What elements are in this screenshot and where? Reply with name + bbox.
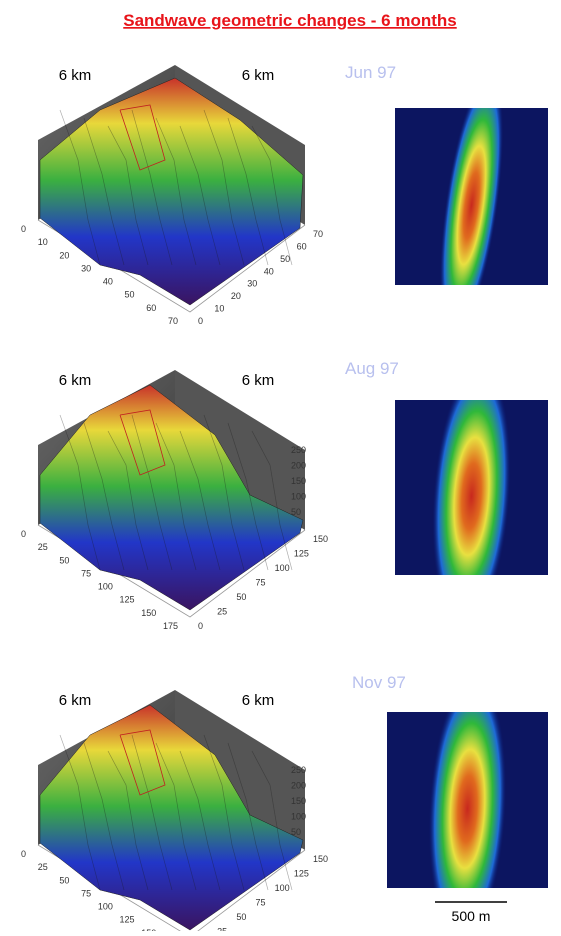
y-tick-label: 125 — [294, 549, 309, 559]
x-tick-label: 10 — [38, 237, 48, 247]
month-label: Nov 97 — [352, 673, 406, 692]
y-tick-label: 150 — [313, 854, 328, 864]
axis-label: 6 km — [242, 692, 275, 709]
z-tick-label: 250 — [291, 445, 306, 455]
x-tick-label: 50 — [59, 875, 69, 885]
y-tick-label: 0 — [198, 316, 203, 326]
x-tick-label: 0 — [21, 529, 26, 539]
axis-label: 6 km — [59, 372, 92, 389]
axis-label: 6 km — [242, 67, 275, 84]
month-label: Aug 97 — [345, 359, 399, 378]
y-tick-label: 100 — [275, 883, 290, 893]
page: {"header": {"title": "Sandwave geometric… — [0, 0, 561, 931]
heatmap — [395, 70, 548, 340]
x-tick-label: 25 — [38, 542, 48, 552]
x-tick-label: 125 — [120, 915, 135, 925]
y-tick-label: 50 — [280, 254, 290, 264]
x-tick-label: 100 — [98, 582, 113, 592]
z-tick-label: 200 — [291, 461, 306, 471]
y-tick-label: 10 — [214, 304, 224, 314]
y-tick-label: 70 — [313, 229, 323, 239]
x-tick-label: 50 — [59, 555, 69, 565]
x-tick-label: 125 — [120, 595, 135, 605]
month-label: Jun 97 — [345, 63, 396, 82]
x-tick-label: 0 — [21, 224, 26, 234]
y-tick-label: 100 — [275, 563, 290, 573]
scale-label: 500 m — [452, 908, 491, 924]
y-tick-label: 25 — [217, 927, 227, 932]
x-tick-label: 70 — [168, 316, 178, 326]
x-tick-label: 60 — [146, 303, 156, 313]
z-tick-label: 50 — [291, 507, 301, 517]
x-tick-label: 75 — [81, 888, 91, 898]
title: Sandwave geometric changes - 6 months — [123, 11, 456, 30]
y-tick-label: 30 — [247, 279, 257, 289]
x-tick-label: 30 — [81, 263, 91, 273]
y-tick-label: 25 — [217, 607, 227, 617]
heatmap — [395, 363, 548, 630]
surface-plot: 6 km 6 km 0 10 20 30 40 50 60 70 0 10 20 30 40 50 60 70 — [21, 65, 323, 326]
axis-label: 6 km — [59, 67, 92, 84]
x-tick-label: 150 — [141, 608, 156, 618]
x-tick-label: 40 — [103, 277, 113, 287]
y-tick-label: 125 — [294, 869, 309, 879]
x-tick-label: 75 — [81, 568, 91, 578]
x-tick-label: 50 — [125, 290, 135, 300]
y-tick-label: 75 — [256, 578, 266, 588]
y-tick-label: 0 — [198, 621, 203, 631]
surface-plot: 6 km 6 km 0 25 50 75 100 125 150 175 0 25 50 75 100 125… — [21, 370, 328, 631]
heatmap — [387, 675, 548, 931]
x-tick-label: 100 — [98, 902, 113, 912]
y-tick-label: 75 — [256, 898, 266, 908]
y-tick-label: 40 — [264, 266, 274, 276]
y-tick-label: 50 — [236, 912, 246, 922]
z-tick-label: 50 — [291, 827, 301, 837]
z-tick-label: 150 — [291, 476, 306, 486]
y-tick-label: 50 — [236, 592, 246, 602]
x-tick-label: 175 — [163, 621, 178, 631]
axis-label: 6 km — [242, 372, 275, 389]
z-tick-label: 100 — [291, 812, 306, 822]
z-tick-label: 200 — [291, 781, 306, 791]
x-tick-label: 25 — [38, 862, 48, 872]
axis-label: 6 km — [59, 692, 92, 709]
z-tick-label: 150 — [291, 796, 306, 806]
z-tick-label: 100 — [291, 492, 306, 502]
x-tick-label: 0 — [21, 849, 26, 859]
y-tick-label: 60 — [297, 241, 307, 251]
y-tick-label: 150 — [313, 534, 328, 544]
x-tick-label: 20 — [59, 250, 69, 260]
z-tick-label: 250 — [291, 765, 306, 775]
figure: Sandwave geometric changes - 6 months 50… — [0, 0, 561, 931]
y-tick-label: 20 — [231, 291, 241, 301]
surface-plot: 6 km6 km02550751001251501750255075100125… — [21, 690, 328, 931]
